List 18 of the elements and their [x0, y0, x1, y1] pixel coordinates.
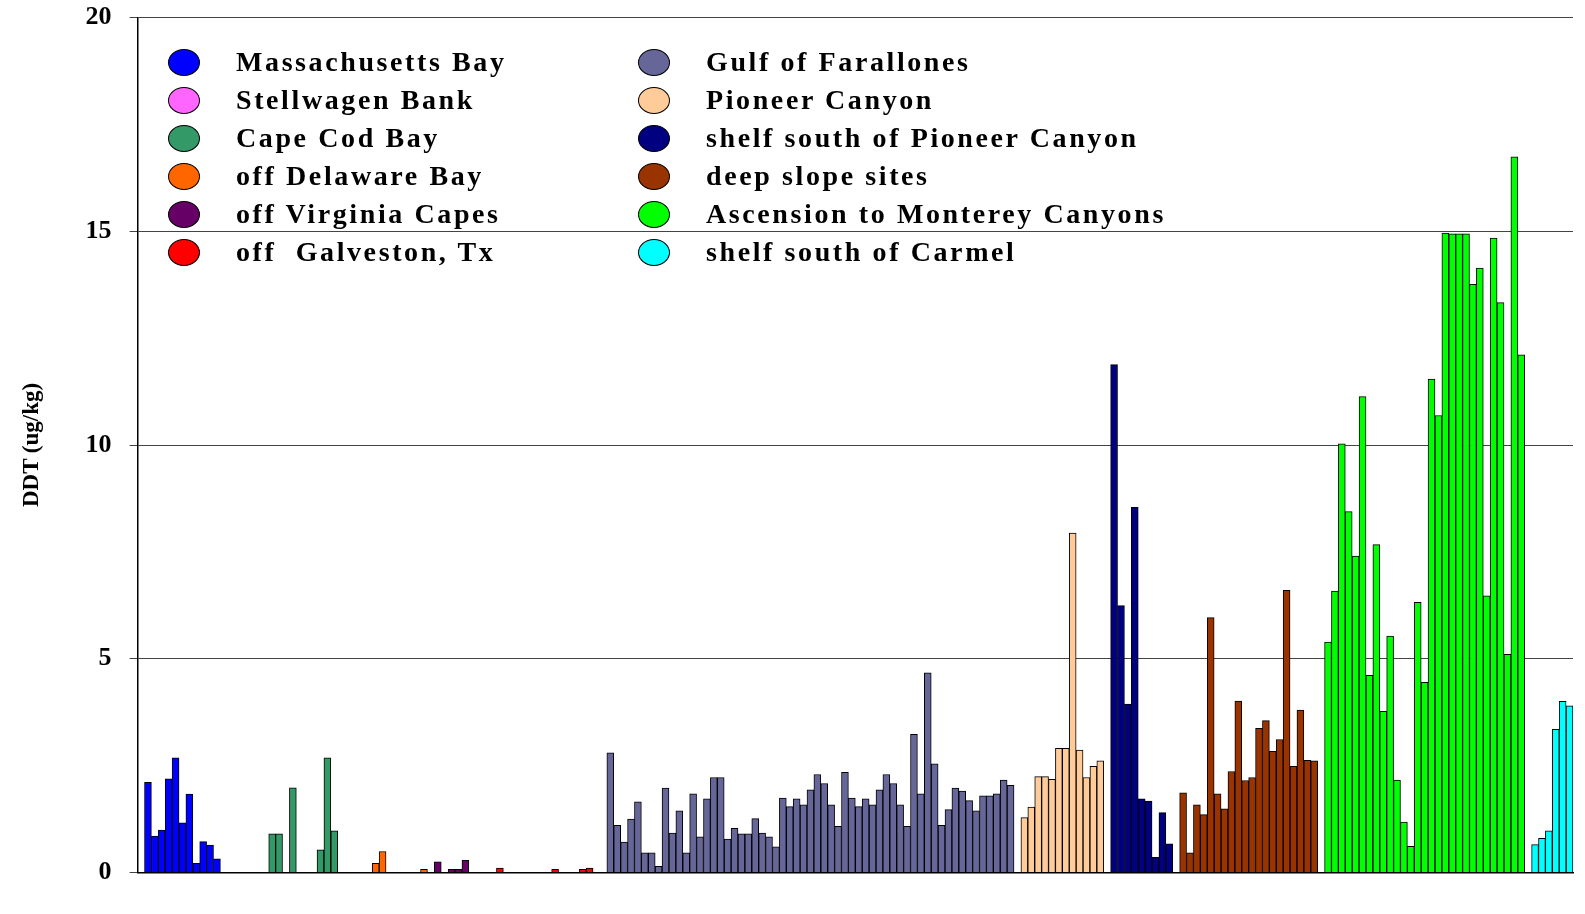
legend-label: Gulf of Farallones — [706, 46, 971, 78]
legend-label: Cape Cod Bay — [236, 122, 440, 154]
legend-label: Massachusetts Bay — [236, 46, 507, 78]
y-axis-title: DDT (ug/kg) — [17, 382, 43, 508]
y-tick-label: 10 — [85, 428, 112, 458]
y-tick-label: 15 — [85, 215, 112, 245]
legend-label: off Virginia Capes — [236, 198, 501, 230]
legend-label: Ascension to Monterey Canyons — [706, 198, 1166, 230]
legend-label: Stellwagen Bank — [236, 84, 475, 116]
legend-label: off Galveston, Tx — [236, 236, 496, 268]
y-tick-label: 5 — [98, 642, 112, 672]
y-tick-label: 0 — [98, 856, 112, 886]
legend-label: shelf south of Carmel — [706, 236, 1017, 268]
legend-label: Pioneer Canyon — [706, 84, 934, 116]
y-tick-label: 20 — [85, 1, 112, 31]
legend-label: shelf south of Pioneer Canyon — [706, 122, 1139, 154]
legend-label: off Delaware Bay — [236, 160, 484, 192]
legend-label: deep slope sites — [706, 160, 930, 192]
